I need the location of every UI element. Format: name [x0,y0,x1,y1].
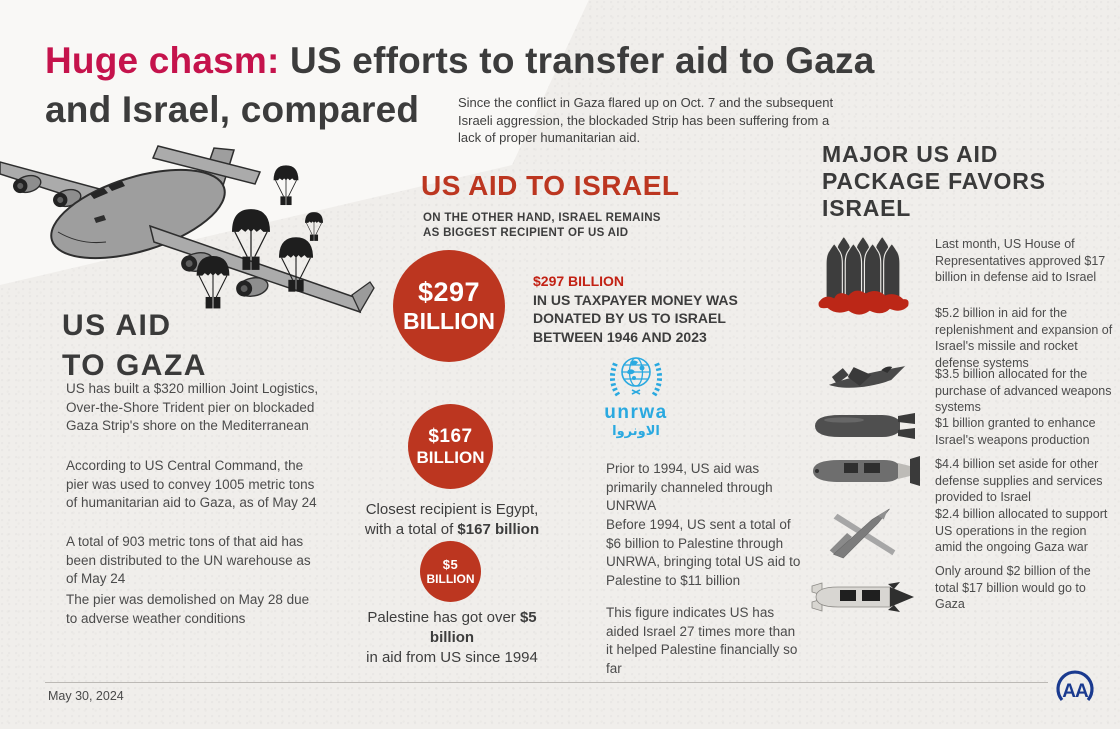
caption-167-amount: $167 billion [457,521,540,538]
parachute-icon [273,164,299,206]
gaza-heading-line2: TO GAZA [62,349,207,382]
unrwa-arabic-wordmark: الاونروا [612,423,660,438]
bomb-detailed-icon [813,456,920,486]
title-line2: and Israel, compared [45,89,420,130]
fact-297-highlight: $297 BILLION [533,273,625,289]
unrwa-logo: unrwa الاونروا [598,350,674,439]
intro-paragraph: Since the conflict in Gaza flared up on … [458,95,834,145]
gaza-paragraph: The pier was demolished on May 28 due to… [66,592,310,626]
parachute-icon [196,255,230,309]
unrwa-note: This figure indicates US has aided Israe… [606,605,798,676]
bubble-unit: BILLION [426,572,475,586]
bubble-167-billion: $167 BILLION [408,404,493,489]
unrwa-note: Before 1994, US sent a total of $6 billi… [606,517,801,588]
package-heading-line2: PACKAGE FAVORS [822,168,1046,194]
unrwa-wordmark: unrwa [604,402,668,423]
israel-section-subheading: ON THE OTHER HAND, ISRAEL REMAINS AS BIG… [423,211,703,241]
gaza-paragraph: A total of 903 metric tons of that aid h… [66,534,311,586]
bullets-blood-icon [818,236,909,315]
bubble-5-billion: $5 BILLION [420,541,481,602]
fact-297: $297 BILLION IN US TAXPAYER MONEY WAS DO… [533,272,741,346]
package-item-text: $2.4 billion allocated to support US ope… [935,507,1108,554]
guided-bomb-icon [811,582,914,612]
anadolu-agency-logo: AA [1056,670,1094,702]
package-section-heading: MAJOR US AID PACKAGE FAVORS ISRAEL [822,141,1112,222]
package-heading-line3: ISRAEL [822,195,912,221]
israel-section-heading: US AID TO ISRAEL [421,170,680,201]
unrwa-globe-icon [610,357,662,397]
package-item-text: $4.4 billion set aside for other defense… [935,457,1103,504]
bubble-amount: $297 [417,277,481,307]
drone-icon [829,508,896,559]
bubble-unit: BILLION [416,447,485,467]
engine-icon [53,188,82,208]
bubble-amount: $5 [442,557,459,572]
parachute-icon [304,211,324,242]
title-rest: US efforts to transfer aid to Gaza [279,40,875,81]
svg-text:AA: AA [1062,681,1089,702]
package-item-text: $5.2 billion in aid for the replenishmen… [935,306,1113,370]
fighter-jet-icon [828,366,906,388]
bubble-amount: $167 [428,425,473,447]
caption-5-line1: Palestine has got over [367,609,520,626]
package-item-text: $1 billion granted to enhance Israel's w… [935,416,1096,447]
title-highlight: Huge chasm: [45,40,280,81]
engine-icon [13,174,42,194]
gaza-paragraph: US has built a $320 million Joint Logist… [66,381,319,433]
engine-icon [236,277,269,297]
caption-5-line2: in aid from US since 1994 [366,649,538,666]
gaza-section-heading: US AID TO GAZA [62,306,207,386]
caption-5-amount: $5 billion [429,609,537,646]
gaza-paragraph: According to US Central Command, the pie… [66,458,317,510]
israel-subheading-line1: ON THE OTHER HAND, ISRAEL REMAINS [423,212,661,224]
cargo-plane-airdrop-illustration [0,145,375,314]
caption-5: Palestine has got over $5 billion in aid… [347,608,557,668]
package-heading-line1: MAJOR US AID [822,141,999,167]
package-item-text: Only around $2 billion of the total $17 … [935,564,1091,611]
footer-divider [45,682,1048,683]
caption-167: Closest recipient is Egypt, with a total… [352,500,552,540]
gaza-heading-line1: US AID [62,309,172,342]
caption-167-line1: Closest recipient is Egypt, [365,501,539,518]
bomb-icon [815,413,915,439]
bubble-297-billion: $297 BILLION [393,250,505,362]
israel-subheading-line2: AS BIGGEST RECIPIENT OF US AID [423,227,629,239]
package-item-text: $3.5 billion allocated for the purchase … [935,367,1112,414]
fact-297-text: IN US TAXPAYER MONEY WAS DONATED BY US T… [533,291,738,345]
package-item-text: Last month, US House of Representatives … [935,237,1106,284]
bubble-unit: BILLION [403,308,495,334]
page-title: Huge chasm: US efforts to transfer aid t… [45,36,885,134]
caption-167-line2: with a total of [364,521,458,538]
publication-date: May 30, 2024 [48,689,124,703]
unrwa-note: Prior to 1994, US aid was primarily chan… [606,461,773,513]
